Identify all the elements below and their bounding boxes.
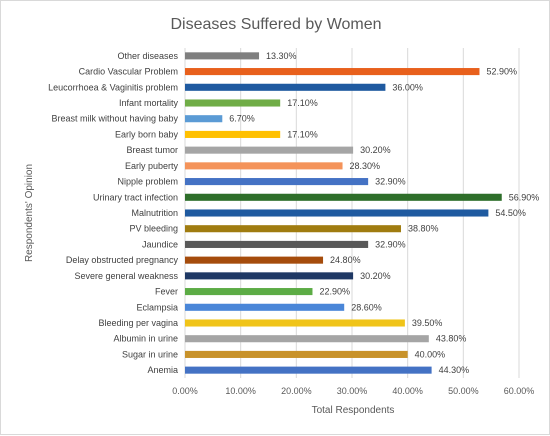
bar — [185, 256, 324, 264]
x-tick-labels: 0.00% 10.00% 20.00% 30.00% 40.00% 50.00% 60.00… — [172, 386, 534, 396]
category-label: Eclampsia — [136, 302, 178, 312]
value-labels: 13.30% 52.90% 36.00% 17.10% 6.70% 17.10% 30.20… — [229, 51, 539, 375]
bar — [185, 193, 502, 201]
category-label: Leucorrhoea & Vaginitis problem — [48, 82, 178, 92]
value-label: 32.90% — [375, 177, 406, 187]
category-label: Infant mortality — [119, 98, 179, 108]
chart-title: Diseases Suffered by Women — [170, 16, 381, 33]
category-label: Bleeding per vagina — [98, 318, 178, 328]
x-tick-label: 10.00% — [225, 386, 256, 396]
category-label: Early puberty — [125, 161, 179, 171]
category-label: Nipple problem — [117, 177, 178, 187]
category-label: Sugar in urine — [122, 349, 178, 359]
category-label: Albumin in urine — [113, 334, 178, 344]
category-label: Other diseases — [117, 51, 178, 61]
category-label: Anemia — [147, 365, 178, 375]
value-label: 30.20% — [360, 145, 391, 155]
value-label: 44.30% — [439, 365, 470, 375]
category-label: Early born baby — [115, 129, 179, 139]
category-label: Jaundice — [142, 239, 178, 249]
bar — [185, 225, 401, 233]
bars — [185, 52, 502, 374]
bar — [185, 366, 432, 374]
category-label: Urinary tract infection — [93, 192, 178, 202]
x-tick-label: 40.00% — [392, 386, 423, 396]
bar — [185, 350, 408, 358]
bar — [185, 162, 343, 170]
bar — [185, 335, 429, 343]
bar — [185, 240, 369, 248]
x-tick-label: 50.00% — [448, 386, 479, 396]
category-label: Cardio Vascular Problem — [79, 67, 178, 77]
value-label: 40.00% — [415, 349, 446, 359]
x-axis-title: Total Respondents — [312, 405, 395, 416]
value-label: 6.70% — [229, 114, 255, 124]
value-label: 39.50% — [412, 318, 443, 328]
value-label: 38.80% — [408, 224, 439, 234]
category-label: Delay obstructed pregnancy — [66, 255, 179, 265]
bar — [185, 68, 480, 76]
category-label: Severe general weakness — [74, 271, 178, 281]
value-label: 43.80% — [436, 334, 467, 344]
category-label: Malnutrition — [131, 208, 178, 218]
category-label: Breast milk without having baby — [51, 114, 178, 124]
value-label: 24.80% — [330, 255, 361, 265]
bar — [185, 52, 260, 60]
value-label: 32.90% — [375, 239, 406, 249]
category-label: Fever — [155, 287, 178, 297]
category-labels: Other diseases Cardio Vascular Problem Leu… — [48, 51, 178, 375]
value-label: 56.90% — [509, 192, 540, 202]
bar — [185, 288, 313, 296]
value-label: 22.90% — [319, 287, 350, 297]
y-axis-title: Respondents' Opinion — [24, 164, 35, 262]
value-label: 30.20% — [360, 271, 391, 281]
x-tick-label: 0.00% — [172, 386, 198, 396]
category-label: PV bleeding — [129, 224, 178, 234]
bar — [185, 83, 386, 91]
bar — [185, 303, 345, 311]
bar — [185, 272, 354, 280]
x-tick-label: 30.00% — [337, 386, 368, 396]
category-label: Breast tumor — [126, 145, 178, 155]
x-tick-label: 60.00% — [504, 386, 535, 396]
value-label: 54.50% — [495, 208, 526, 218]
bar — [185, 209, 489, 217]
bar — [185, 178, 369, 186]
value-label: 52.90% — [486, 67, 517, 77]
bar — [185, 130, 281, 138]
value-label: 13.30% — [266, 51, 297, 61]
value-label: 17.10% — [287, 129, 318, 139]
value-label: 17.10% — [287, 98, 318, 108]
bar — [185, 115, 223, 123]
x-tick-label: 20.00% — [281, 386, 312, 396]
value-label: 28.60% — [351, 302, 382, 312]
value-label: 36.00% — [392, 82, 423, 92]
value-label: 28.30% — [350, 161, 381, 171]
bar — [185, 99, 281, 107]
bar — [185, 319, 405, 327]
bar — [185, 146, 354, 154]
